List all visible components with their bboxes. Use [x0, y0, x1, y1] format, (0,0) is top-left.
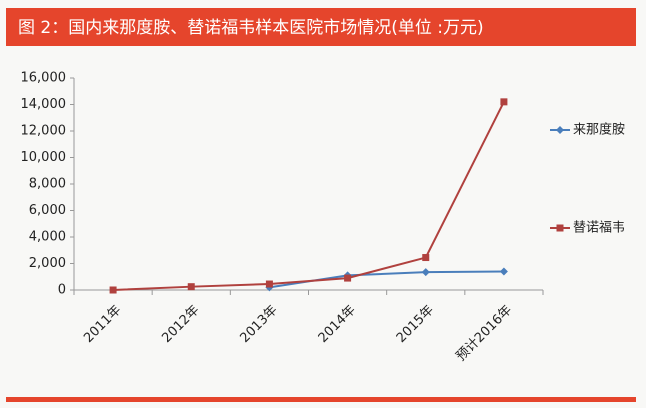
legend-marker — [556, 126, 564, 134]
marker — [499, 267, 508, 276]
title-banner — [6, 8, 636, 46]
legend-label: 来那度胺 — [573, 122, 625, 138]
marker — [422, 254, 430, 262]
marker — [421, 268, 430, 277]
y-tick-label: 14,000 — [21, 97, 67, 112]
marker — [344, 274, 352, 282]
marker — [109, 286, 117, 294]
y-tick-label: 16,000 — [21, 71, 67, 86]
marker — [500, 98, 508, 106]
y-tick-label: 0 — [58, 283, 66, 298]
marker — [265, 280, 273, 288]
y-tick-label: 6,000 — [29, 203, 66, 218]
bottom-bar — [6, 397, 636, 402]
legend-label: 替诺福韦 — [573, 221, 625, 236]
y-tick-label: 12,000 — [21, 124, 67, 139]
y-tick-label: 8,000 — [29, 177, 66, 192]
series-line — [113, 101, 505, 291]
y-tick-label: 2,000 — [29, 256, 66, 271]
legend-marker — [556, 224, 564, 232]
marker — [187, 283, 195, 291]
y-tick-label: 10,000 — [21, 150, 67, 165]
y-tick-label: 4,000 — [29, 230, 66, 245]
chart-title: 图 2：国内来那度胺、替诺福韦样本医院市场情况(单位 :万元) — [18, 18, 484, 38]
